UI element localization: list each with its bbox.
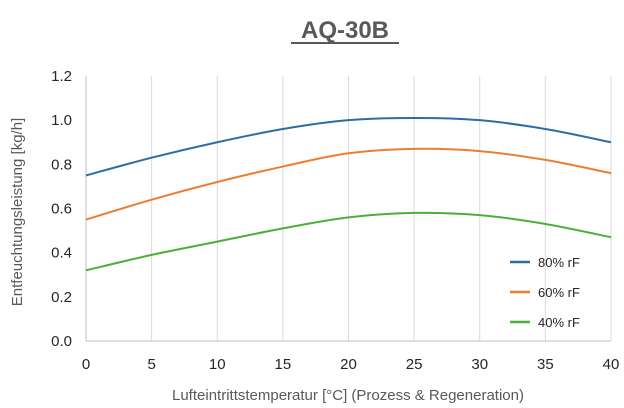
series-line-40-rf — [85, 211, 612, 272]
x-axis-label: Lufteintrittstemperatur [°C] (Prozess & … — [172, 387, 524, 404]
y-tick-labels: 0.0 0.2 0.4 0.6 0.8 1.0 1.2 — [51, 68, 72, 350]
x-tick-label: 15 — [275, 356, 292, 373]
y-tick-label: 0.0 — [51, 333, 72, 350]
grid — [151, 76, 612, 341]
y-tick-label: 1.0 — [51, 112, 72, 129]
x-tick-label: 35 — [537, 356, 554, 373]
series-line-60-rf — [85, 147, 612, 221]
x-tick-label: 0 — [82, 356, 90, 373]
x-tick-label: 5 — [147, 356, 155, 373]
legend: 80% rF 60% rF 40% rF — [510, 255, 580, 330]
x-tick-labels: 0 5 10 15 20 25 30 35 40 — [82, 356, 620, 373]
chart-title: AQ-30B — [301, 17, 389, 44]
y-tick-label: 0.2 — [51, 289, 72, 306]
legend-label: 60% rF — [538, 285, 580, 300]
legend-label: 40% rF — [538, 315, 580, 330]
y-tick-label: 0.4 — [51, 245, 72, 262]
x-tick-label: 30 — [471, 356, 488, 373]
x-tick-label: 25 — [406, 356, 423, 373]
y-tick-label: 0.8 — [51, 156, 72, 173]
series-line-80-rf — [85, 116, 612, 177]
y-tick-label: 0.6 — [51, 201, 72, 218]
x-tick-label: 40 — [603, 356, 620, 373]
y-tick-label: 1.2 — [51, 68, 72, 85]
series-lines — [85, 116, 612, 272]
y-axis-label: Entfeuchtungsleistung [kg/h] — [9, 118, 26, 306]
x-tick-label: 10 — [209, 356, 226, 373]
axes — [85, 76, 611, 342]
x-tick-label: 20 — [340, 356, 357, 373]
legend-label: 80% rF — [538, 255, 580, 270]
